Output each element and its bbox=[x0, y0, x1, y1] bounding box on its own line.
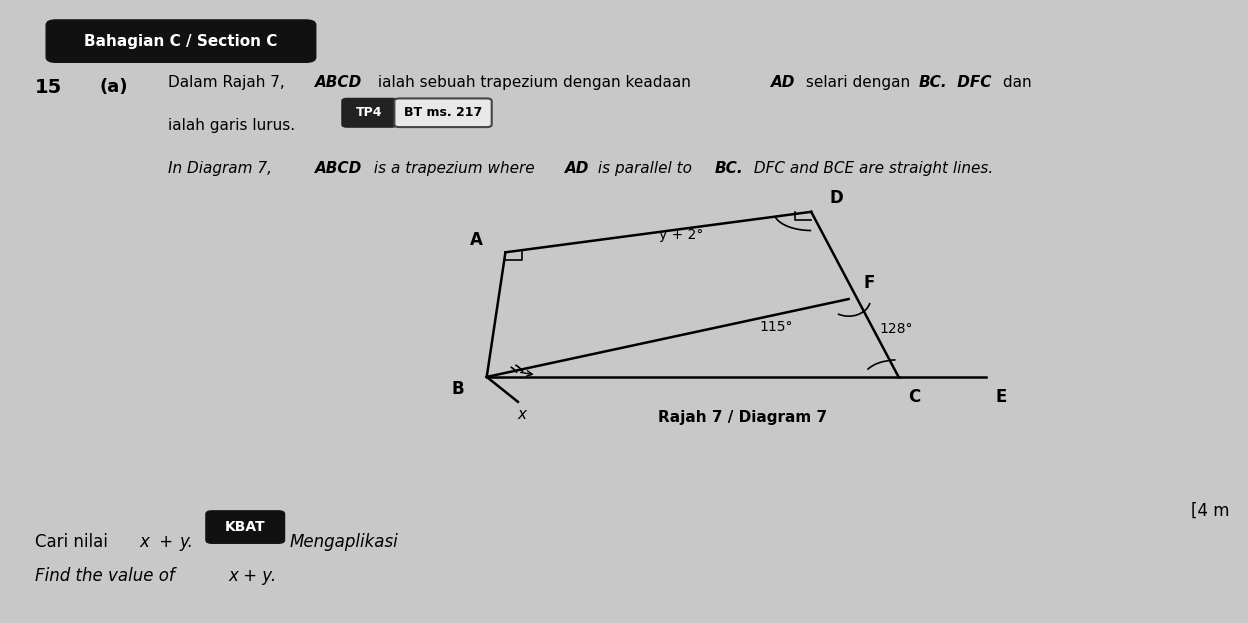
Text: BC.: BC. bbox=[715, 161, 744, 176]
Text: Find the value of: Find the value of bbox=[35, 567, 180, 585]
Text: (a): (a) bbox=[100, 78, 129, 96]
Text: KBAT: KBAT bbox=[225, 520, 266, 534]
Text: x + y.: x + y. bbox=[228, 567, 277, 585]
Text: dan: dan bbox=[998, 75, 1032, 90]
Text: x: x bbox=[517, 407, 527, 422]
Text: ABCD: ABCD bbox=[314, 161, 362, 176]
Text: is a trapezium where: is a trapezium where bbox=[369, 161, 540, 176]
Text: +: + bbox=[154, 533, 178, 551]
Text: selari dengan: selari dengan bbox=[801, 75, 915, 90]
Text: TP4: TP4 bbox=[356, 107, 383, 119]
Text: 15: 15 bbox=[35, 78, 62, 97]
Text: AD: AD bbox=[771, 75, 796, 90]
Text: Mengaplikasi: Mengaplikasi bbox=[290, 533, 398, 551]
Text: Cari nilai: Cari nilai bbox=[35, 533, 114, 551]
Text: B: B bbox=[452, 380, 464, 398]
Text: D: D bbox=[830, 189, 844, 207]
Text: Bahagian C / Section C: Bahagian C / Section C bbox=[85, 34, 277, 49]
Text: A: A bbox=[470, 231, 483, 249]
FancyBboxPatch shape bbox=[206, 511, 285, 543]
Text: Dalam Rajah 7,: Dalam Rajah 7, bbox=[168, 75, 290, 90]
Text: 115°: 115° bbox=[759, 320, 792, 334]
Text: BC.: BC. bbox=[919, 75, 947, 90]
FancyBboxPatch shape bbox=[342, 98, 397, 127]
Text: x: x bbox=[140, 533, 150, 551]
Text: ialah garis lurus.: ialah garis lurus. bbox=[168, 118, 301, 133]
Text: [4 m: [4 m bbox=[1191, 502, 1229, 520]
Text: 128°: 128° bbox=[880, 322, 914, 336]
Text: y.: y. bbox=[180, 533, 193, 551]
Text: y + 2°: y + 2° bbox=[659, 229, 704, 242]
Text: is parallel to: is parallel to bbox=[593, 161, 696, 176]
Text: Rajah 7 / Diagram 7: Rajah 7 / Diagram 7 bbox=[658, 410, 827, 425]
FancyBboxPatch shape bbox=[394, 98, 492, 127]
Text: AD: AD bbox=[565, 161, 590, 176]
Text: In Diagram 7,: In Diagram 7, bbox=[168, 161, 277, 176]
Text: BT ms. 217: BT ms. 217 bbox=[404, 107, 482, 119]
Text: ABCD: ABCD bbox=[314, 75, 362, 90]
Text: C: C bbox=[909, 388, 921, 406]
FancyBboxPatch shape bbox=[46, 20, 316, 62]
Text: F: F bbox=[864, 273, 875, 292]
Text: DFC and BCE are straight lines.: DFC and BCE are straight lines. bbox=[749, 161, 993, 176]
Text: DFC: DFC bbox=[952, 75, 992, 90]
Text: ialah sebuah trapezium dengan keadaan: ialah sebuah trapezium dengan keadaan bbox=[373, 75, 696, 90]
Text: E: E bbox=[996, 388, 1007, 406]
